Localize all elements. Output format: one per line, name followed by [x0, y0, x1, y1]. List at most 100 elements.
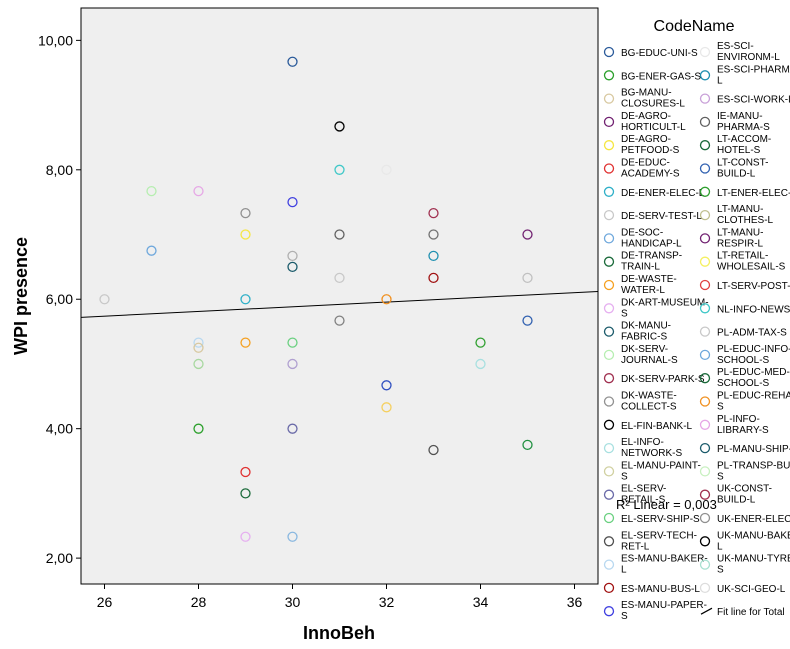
- fit-line: [80, 290, 599, 318]
- legend-swatch: [699, 233, 711, 244]
- legend-label: PL-ADM-TAX-S: [717, 328, 787, 339]
- legend-label: DE-WASTE-WATER-L: [621, 274, 677, 296]
- legend-swatch: [603, 326, 615, 337]
- data-point: [381, 164, 392, 175]
- legend-swatch: [603, 233, 615, 244]
- legend-swatch: [699, 256, 711, 267]
- data-point: [334, 315, 345, 326]
- data-point: [334, 121, 345, 132]
- data-point: [381, 402, 392, 413]
- legend-label: EL-SERV-RETAIL-S: [621, 484, 666, 506]
- legend-swatch: [603, 466, 615, 477]
- data-point: [287, 197, 298, 208]
- plot-area: [80, 7, 599, 585]
- legend-swatch: [699, 116, 711, 128]
- data-point: [475, 358, 486, 370]
- legend-label: LT-ACCOM-HOTEL-S: [717, 134, 771, 156]
- legend-label: LT-ENER-ELEC-L: [717, 188, 790, 199]
- legend-line-swatch: [700, 607, 713, 615]
- legend-swatch: [699, 303, 711, 314]
- data-point: [287, 250, 298, 262]
- data-point: [193, 186, 204, 197]
- legend-swatch: [699, 70, 711, 81]
- legend-swatch: [699, 163, 711, 174]
- legend-swatch: [699, 140, 711, 151]
- legend-label: LT-MANU-RESPIR-L: [717, 227, 764, 249]
- data-point: [287, 423, 298, 434]
- legend-swatch: [699, 466, 711, 477]
- legend-swatch: [603, 442, 615, 454]
- legend-swatch: [699, 396, 711, 407]
- legend-label: UK-CONST-BUILD-L: [717, 484, 772, 506]
- data-point: [240, 466, 251, 478]
- x-tick-label: 30: [285, 594, 301, 610]
- legend-label: DK-SERV-PARK-S: [621, 374, 705, 385]
- legend-swatch: [603, 93, 615, 104]
- legend-swatch: [699, 442, 711, 454]
- legend-swatch: [603, 70, 615, 81]
- legend-label: DK-SERV-JOURNAL-S: [621, 344, 678, 366]
- legend-label: BG-MANU-CLOSURES-L: [621, 88, 685, 110]
- legend-label: ES-MANU-BAKER-L: [621, 554, 708, 576]
- data-point: [287, 261, 298, 273]
- data-point: [193, 423, 204, 434]
- legend-label: DE-SOC-HANDICAP-L: [621, 227, 682, 249]
- legend-swatch: [699, 326, 711, 337]
- data-point: [240, 208, 251, 219]
- legend-swatch: [603, 582, 615, 594]
- legend-swatch: [603, 536, 615, 547]
- r-squared-annotation: R² Linear = 0,003: [616, 497, 717, 512]
- y-tick-label: 2,00: [46, 550, 73, 566]
- legend-label: PL-TRANSP-BUS-S: [717, 460, 790, 482]
- y-tick-label: 10,00: [38, 32, 73, 48]
- y-axis-title: WPI presence: [11, 237, 31, 355]
- x-axis-title: InnoBeh: [303, 623, 375, 643]
- legend-label: ES-SCI-PHARMA-L: [717, 64, 790, 86]
- legend-swatch: [603, 163, 615, 174]
- data-point: [522, 315, 533, 326]
- legend-label: PL-MANU-SHIP-S: [717, 444, 790, 455]
- legend-swatch: [603, 373, 615, 384]
- data-point: [146, 186, 157, 197]
- legend-swatch: [699, 186, 711, 197]
- legend-swatch: [699, 559, 711, 570]
- legend-swatch: [603, 559, 615, 570]
- data-point: [428, 208, 439, 219]
- data-point: [475, 337, 486, 348]
- legend-label: ES-SCI-ENVIRONM-L: [717, 41, 780, 63]
- legend-label: NL-INFO-NEWS-L: [717, 304, 790, 315]
- legend-label: Fit line for Total: [717, 607, 785, 618]
- data-point: [193, 358, 204, 370]
- legend-swatch: [603, 419, 615, 430]
- legend-label: DE-TRANSP-TRAIN-L: [621, 251, 682, 273]
- data-point: [334, 272, 345, 284]
- legend-label: UK-MANU-TYRES-S: [717, 554, 790, 576]
- data-point: [240, 531, 251, 542]
- data-point: [287, 531, 298, 542]
- x-axis: 26 28 30 32 34 36: [97, 584, 582, 610]
- legend-swatch: [699, 209, 711, 221]
- legend-label: LT-SERV-POST-L: [717, 281, 790, 292]
- legend-label: ES-SCI-WORK-L: [717, 95, 790, 106]
- legend-label: LT-RETAIL-WHOLESAIL-S: [717, 251, 786, 273]
- legend-swatch: [603, 116, 615, 128]
- legend-label: LT-MANU-CLOTHES-L: [717, 204, 774, 226]
- legend-swatch: [699, 373, 711, 384]
- legend-label: BG-EDUC-UNI-S: [621, 48, 698, 59]
- data-point: [522, 439, 533, 451]
- legend: BG-EDUC-UNI-S BG-ENER-GAS-S BG-MANU-CLOSUR…: [603, 41, 790, 622]
- legend-label: PL-EDUC-MED-SCHOOL-S: [717, 367, 790, 389]
- legend-label: EL-SERV-TECH-RET-L: [621, 530, 697, 552]
- legend-label: DE-AGRO-HORTICULT-L: [621, 111, 686, 133]
- legend-swatch: [699, 349, 711, 361]
- legend-label: BG-ENER-GAS-S: [621, 71, 701, 82]
- data-point: [334, 229, 345, 240]
- x-tick-label: 26: [97, 594, 113, 610]
- legend-swatch: [699, 536, 711, 547]
- legend-swatch: [603, 303, 615, 314]
- data-point: [428, 229, 439, 240]
- legend-swatch: [603, 512, 615, 524]
- x-tick-label: 28: [191, 594, 207, 610]
- legend-swatch: [603, 209, 615, 221]
